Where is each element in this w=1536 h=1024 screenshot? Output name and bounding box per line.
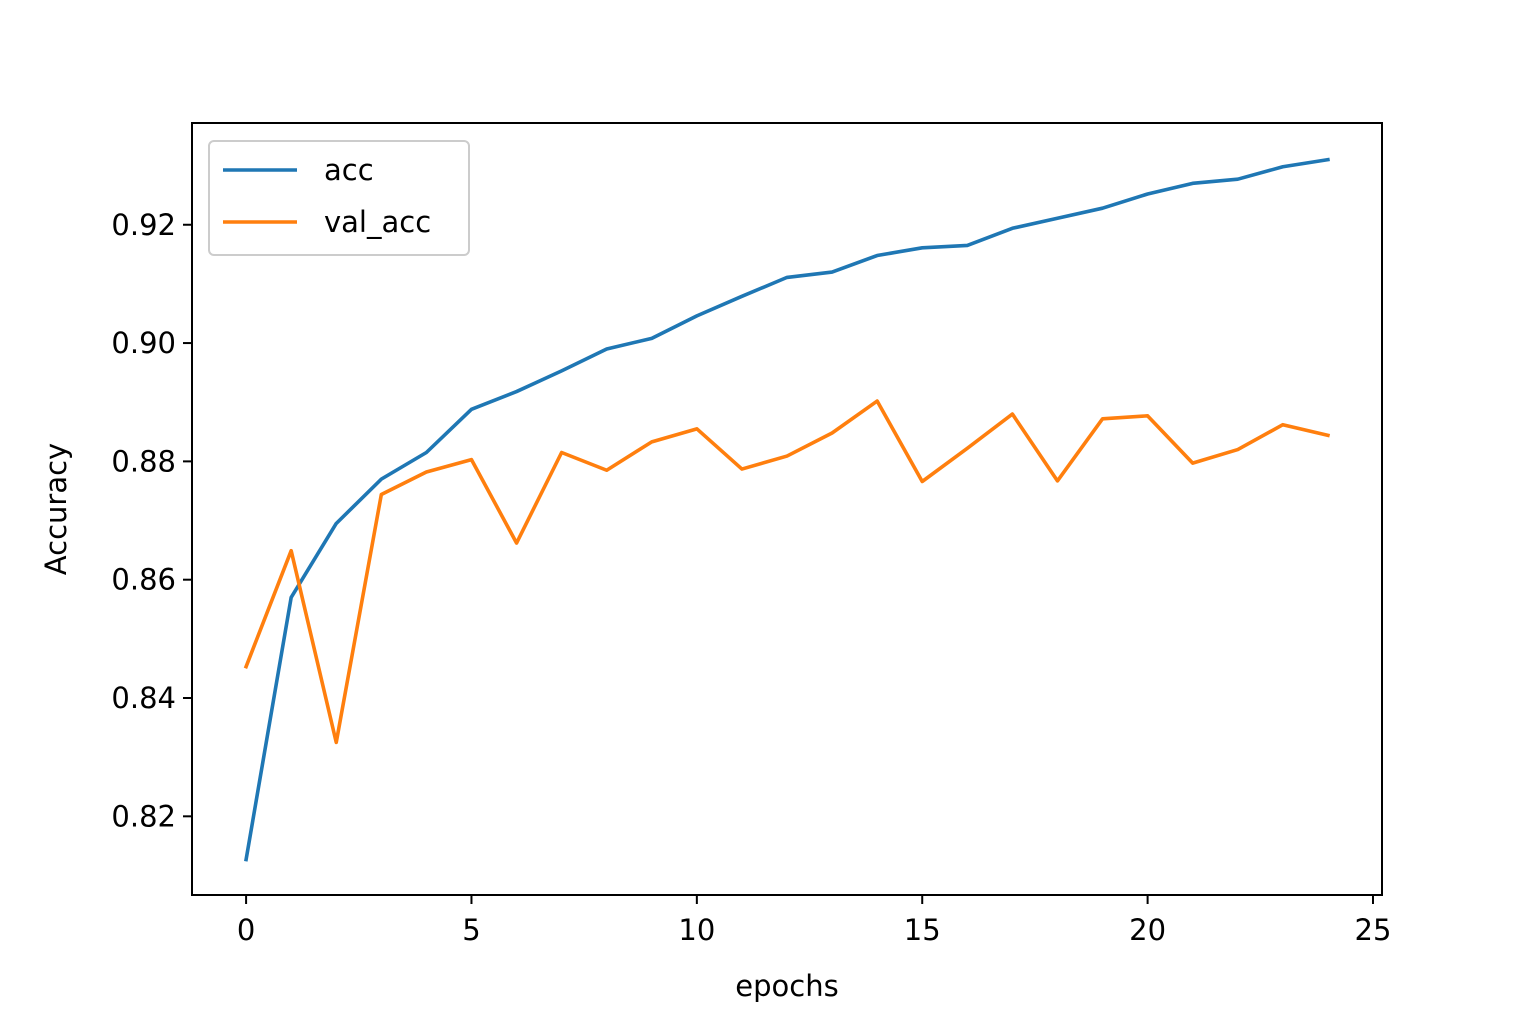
legend-label-acc: acc <box>324 153 374 187</box>
axes: 0 5 10 15 20 25 0.82 0.84 0.86 0.88 0.90 0.92 <box>111 122 1392 947</box>
legend-label-val-acc: val_acc <box>324 205 431 239</box>
y-tick-label: 0.88 <box>111 444 176 478</box>
x-tick-label: 20 <box>1129 913 1166 947</box>
y-tick-label: 0.82 <box>111 799 176 833</box>
y-axis-label: Accuracy <box>39 443 73 575</box>
x-tick-label: 10 <box>678 913 715 947</box>
y-tick-label: 0.86 <box>111 563 176 597</box>
legend: acc val_acc <box>208 140 470 256</box>
series-line-val-acc <box>243 399 1331 745</box>
x-tick-label: 5 <box>462 913 480 947</box>
y-tick-label: 0.84 <box>111 681 176 715</box>
x-tick-label: 0 <box>237 913 255 947</box>
y-tick-label: 0.90 <box>111 326 176 360</box>
x-tick-label: 15 <box>904 913 941 947</box>
y-tick-label: 0.92 <box>111 208 176 242</box>
axes-frame <box>191 122 1383 896</box>
plot-area <box>243 157 1331 862</box>
x-axis-label: epochs <box>735 969 838 1003</box>
x-tick-label: 25 <box>1355 913 1392 947</box>
series-line-acc <box>244 157 1330 862</box>
